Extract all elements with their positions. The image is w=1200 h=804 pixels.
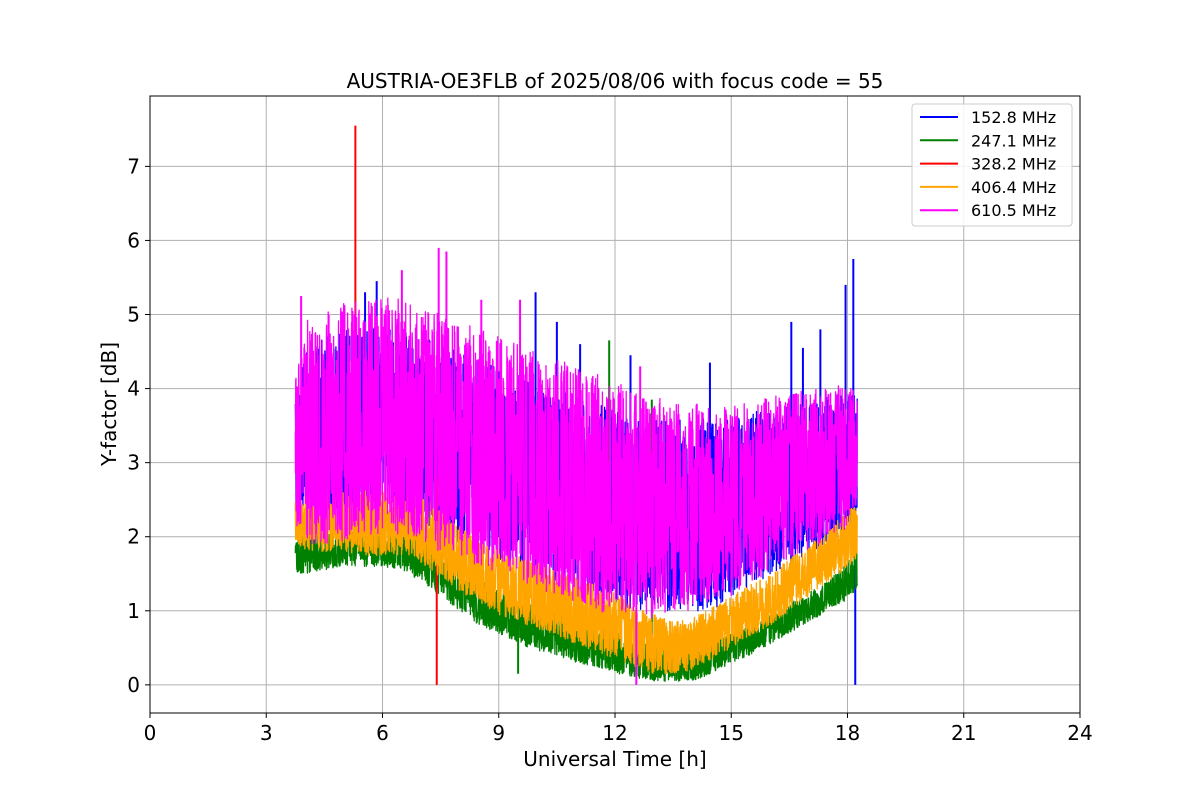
y-axis-ticks: 0 1 2 3 4 5 6 7 (127, 154, 150, 697)
x-tick-label: 6 (376, 721, 389, 745)
y-tick-label: 0 (127, 673, 140, 697)
x-tick-label: 9 (492, 721, 505, 745)
legend-label: 406.4 MHz (971, 178, 1056, 197)
legend-label: 610.5 MHz (971, 201, 1056, 220)
y-tick-label: 2 (127, 525, 140, 549)
x-tick-label: 21 (951, 721, 976, 745)
y-axis-label: Y-factor [dB] (97, 342, 121, 467)
x-tick-label: 15 (719, 721, 744, 745)
x-tick-label: 3 (260, 721, 273, 745)
series-line (294, 297, 858, 619)
legend: 152.8 MHz 247.1 MHz 328.2 MHz 406.4 MHz 610.… (911, 103, 1073, 227)
legend-label: 247.1 MHz (971, 131, 1056, 150)
y-tick-label: 1 (127, 599, 140, 623)
legend-label: 328.2 MHz (971, 155, 1056, 174)
series-line (294, 488, 858, 675)
legend-items: 152.8 MHz 247.1 MHz 328.2 MHz 406.4 MHz 610.… (920, 108, 1056, 220)
legend-box (911, 103, 1073, 227)
x-axis-label: Universal Time [h] (523, 747, 706, 771)
y-tick-label: 7 (127, 154, 140, 178)
x-tick-label: 18 (835, 721, 860, 745)
x-axis-ticks: 0 3 6 9 12 15 18 21 24 (144, 713, 1093, 745)
y-tick-label: 5 (127, 303, 140, 327)
chart-title: AUSTRIA-OE3FLB of 2025/08/06 with focus … (347, 69, 884, 93)
x-tick-label: 24 (1067, 721, 1092, 745)
series-610-5-mhz (294, 247, 858, 685)
x-tick-label: 0 (144, 721, 157, 745)
y-tick-label: 4 (127, 377, 140, 401)
series-layer (294, 125, 858, 685)
y-tick-label: 3 (127, 451, 140, 475)
x-tick-label: 12 (602, 721, 627, 745)
legend-label: 152.8 MHz (971, 108, 1056, 127)
y-tick-label: 6 (127, 228, 140, 252)
